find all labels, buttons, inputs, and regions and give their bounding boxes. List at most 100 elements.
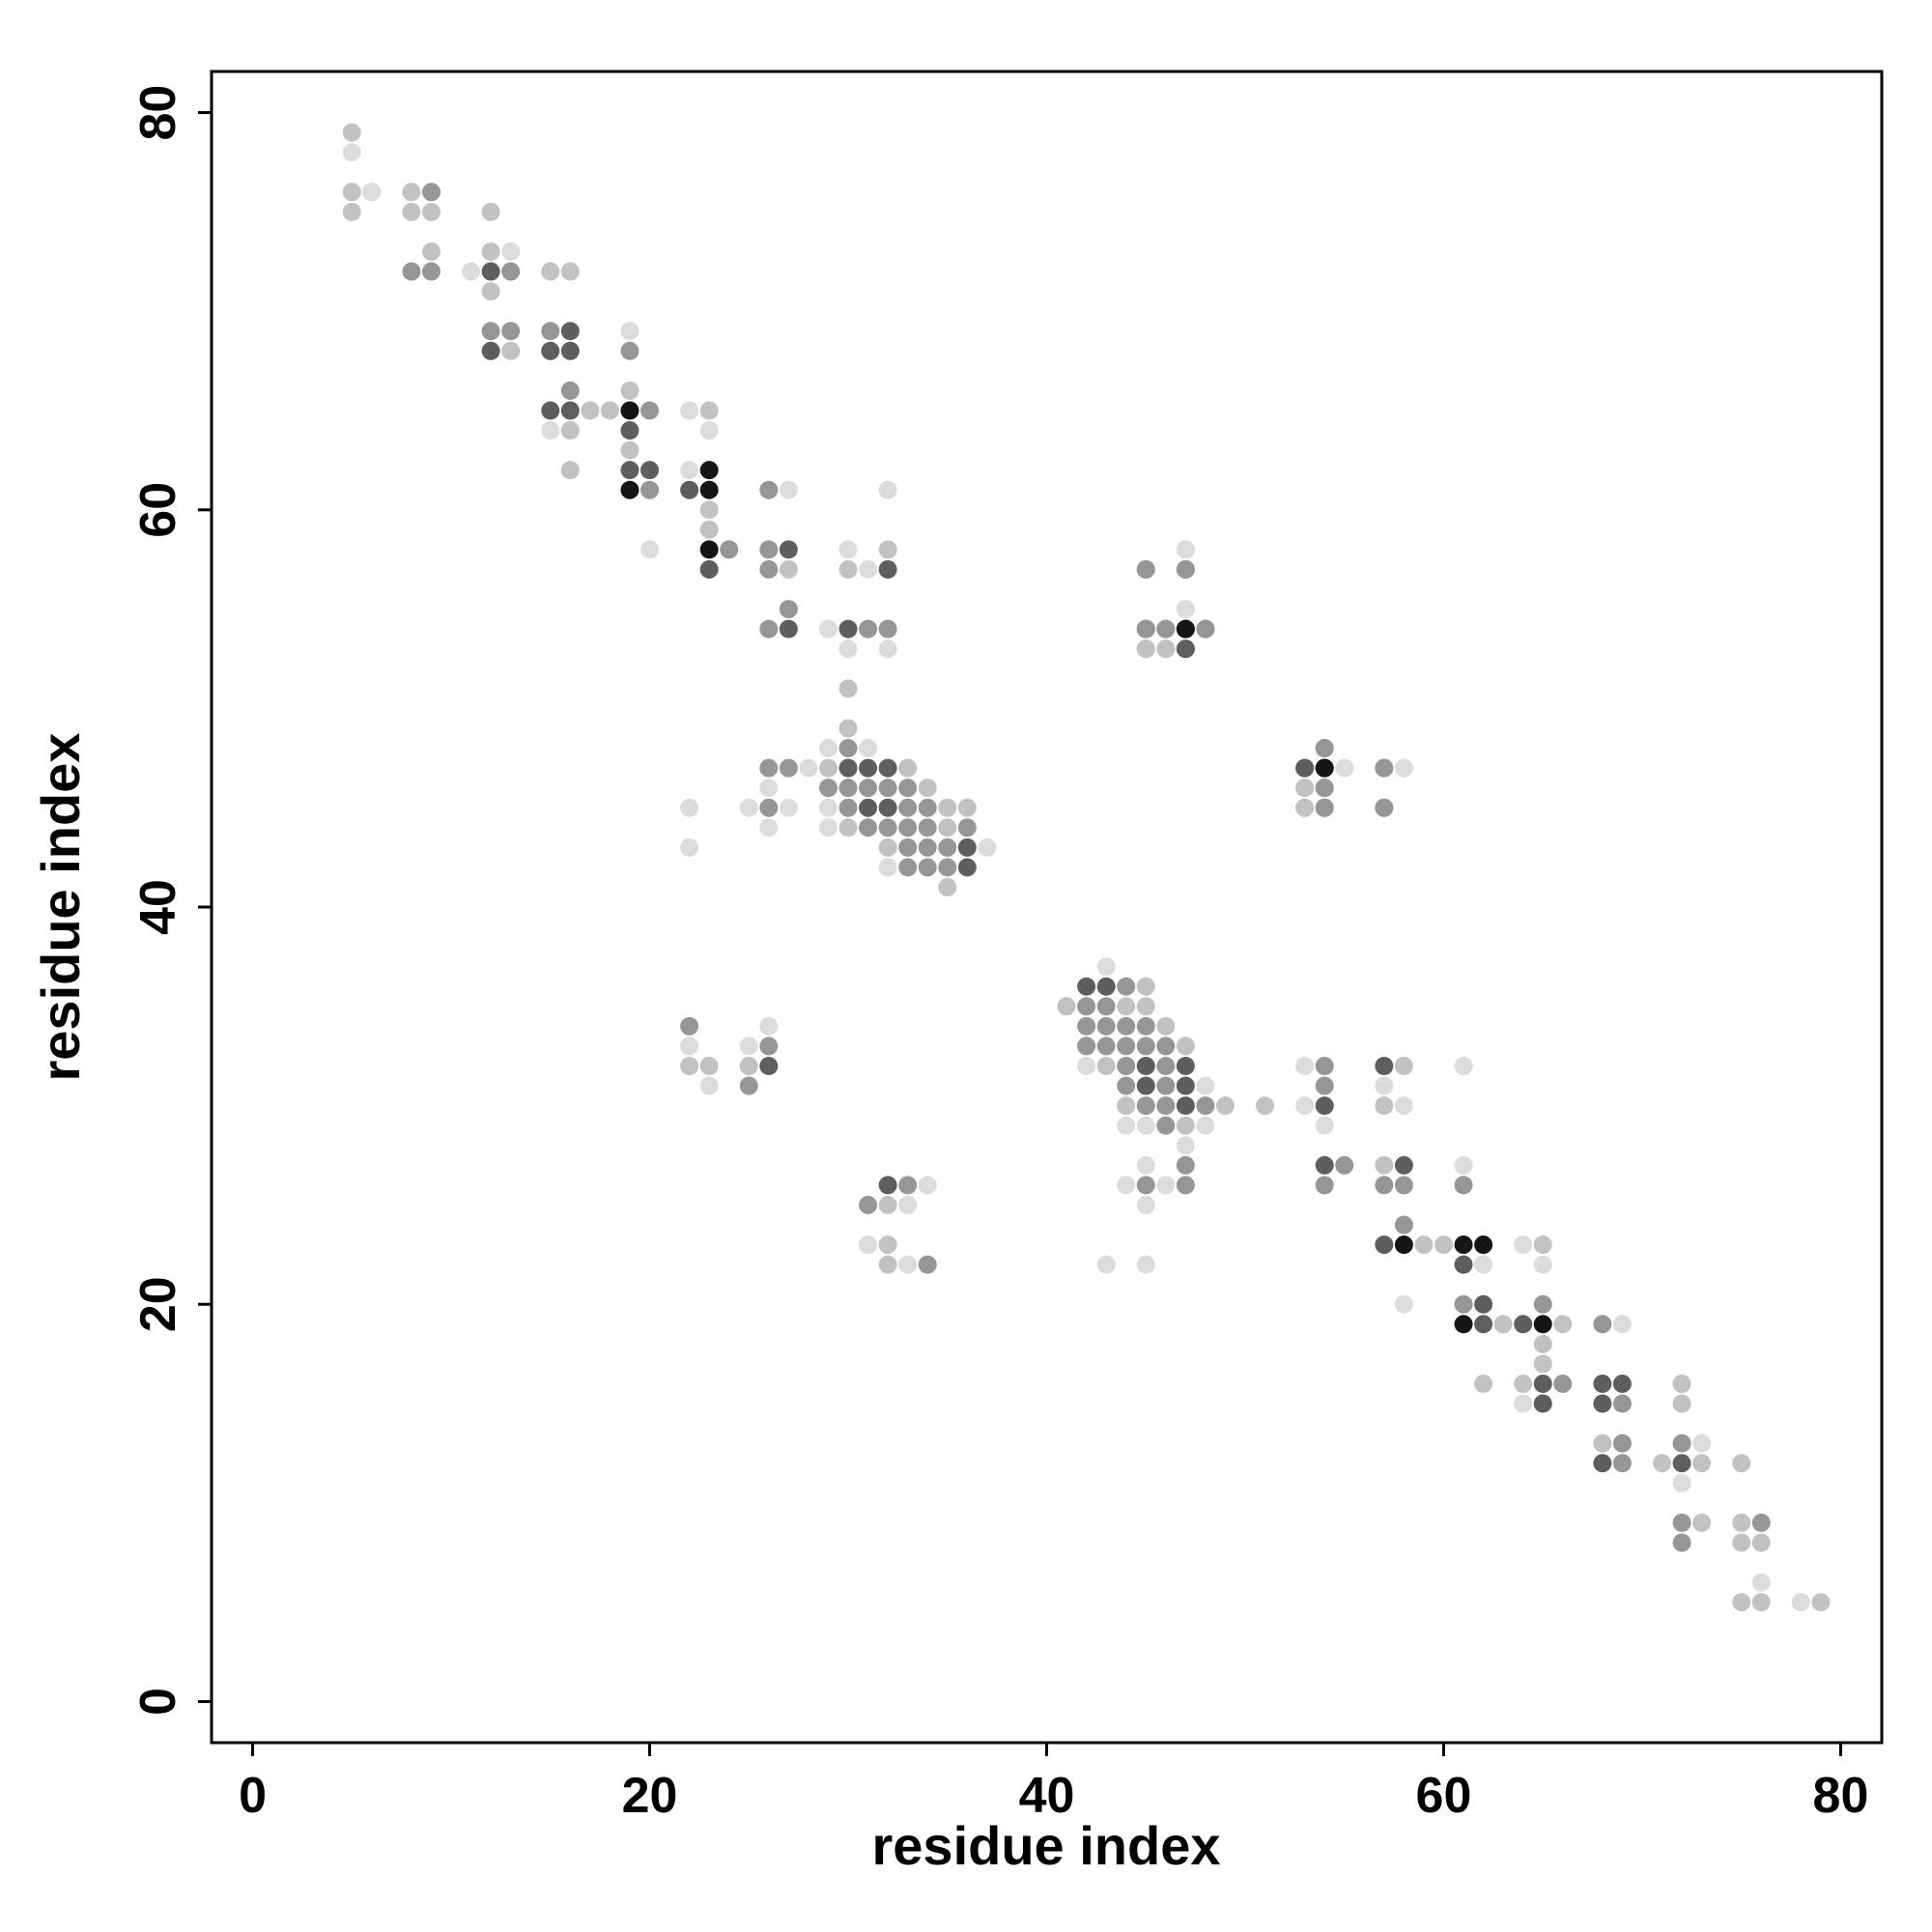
contact-point	[600, 401, 619, 420]
contact-point	[342, 183, 361, 202]
contact-point	[818, 739, 838, 758]
contact-point	[541, 401, 560, 420]
contact-point	[1394, 758, 1413, 778]
contact-point	[838, 758, 858, 778]
contact-point	[938, 838, 957, 857]
contact-point	[342, 143, 361, 162]
contact-point	[779, 480, 798, 499]
contact-point	[1096, 957, 1116, 977]
contact-point	[1196, 1076, 1215, 1095]
contact-point	[620, 401, 639, 420]
contact-point	[759, 540, 779, 559]
contact-point	[1057, 997, 1076, 1016]
contact-point	[878, 619, 897, 639]
contact-point	[898, 798, 918, 817]
contact-point	[859, 1195, 878, 1214]
contact-point	[680, 1056, 699, 1075]
contact-point	[699, 1056, 719, 1075]
contact-point	[1732, 1593, 1751, 1612]
contact-point	[1394, 1155, 1413, 1175]
y-tick-label: 60	[130, 482, 186, 538]
y-tick-label: 80	[130, 85, 186, 141]
contact-point	[859, 739, 878, 758]
contact-point	[1176, 1136, 1195, 1155]
contact-point	[1117, 1116, 1136, 1135]
contact-point	[1176, 559, 1195, 579]
contact-point	[1533, 1334, 1552, 1353]
contact-point	[699, 520, 719, 539]
contact-point	[838, 779, 858, 798]
contact-point	[818, 798, 838, 817]
contact-point	[859, 818, 878, 838]
contact-point	[1732, 1513, 1751, 1532]
contact-point	[1117, 997, 1136, 1016]
contact-point	[759, 559, 779, 579]
contact-point	[1672, 1533, 1691, 1552]
contact-point	[1672, 1374, 1691, 1393]
contact-point	[421, 183, 440, 202]
contact-point	[779, 559, 798, 579]
contact-point	[1414, 1236, 1434, 1255]
contact-point	[720, 540, 739, 559]
contact-point	[1156, 1016, 1176, 1036]
contact-point	[1394, 1176, 1413, 1195]
contact-point	[1315, 758, 1334, 778]
contact-point	[560, 381, 580, 400]
contact-point	[1672, 1434, 1691, 1453]
contact-point	[779, 619, 798, 639]
x-axis-label: residue index	[871, 1815, 1220, 1876]
contact-point	[1474, 1236, 1493, 1255]
contact-point	[1375, 1076, 1394, 1095]
contact-point	[342, 202, 361, 221]
contact-point	[1672, 1513, 1691, 1532]
contact-point	[1612, 1315, 1632, 1334]
contact-point	[620, 440, 639, 460]
contact-point	[1394, 1294, 1413, 1314]
contact-point	[859, 779, 878, 798]
contact-point	[1156, 1176, 1176, 1195]
contact-point	[1096, 1056, 1116, 1075]
contact-point	[1156, 639, 1176, 659]
contact-point	[1136, 997, 1155, 1016]
contact-point	[878, 758, 897, 778]
contact-point	[560, 262, 580, 281]
contact-point	[1136, 1195, 1155, 1214]
contact-point	[1156, 1116, 1176, 1135]
contact-point	[620, 421, 639, 440]
contact-point	[838, 540, 858, 559]
contact-point	[640, 461, 660, 480]
contact-point	[1136, 1076, 1155, 1095]
contact-point	[699, 540, 719, 559]
contact-point	[362, 183, 382, 202]
contact-point	[680, 401, 699, 420]
contact-point	[859, 758, 878, 778]
contact-point	[918, 818, 937, 838]
contact-point	[759, 818, 779, 838]
contact-point	[1096, 1255, 1116, 1274]
contact-point	[739, 1076, 758, 1095]
contact-point	[878, 858, 897, 877]
contact-point	[878, 1195, 897, 1214]
contact-point	[1692, 1434, 1712, 1453]
contact-point	[1077, 977, 1096, 996]
contact-point	[759, 619, 779, 639]
contact-point	[1533, 1236, 1552, 1255]
contact-point	[1375, 1155, 1394, 1175]
contact-point	[1176, 1056, 1195, 1075]
contact-point	[1136, 1056, 1155, 1075]
contact-point	[1593, 1434, 1612, 1453]
contact-point	[680, 1037, 699, 1056]
contact-point	[342, 123, 361, 142]
contact-point	[1136, 1255, 1155, 1274]
contact-point	[878, 540, 897, 559]
contact-point	[1533, 1255, 1552, 1274]
contact-point	[1533, 1354, 1552, 1374]
contact-point	[1474, 1374, 1493, 1393]
contact-point	[878, 480, 897, 499]
contact-point	[1295, 798, 1315, 817]
contact-point	[859, 798, 878, 817]
contact-point	[1454, 1056, 1473, 1075]
contact-point	[759, 1016, 779, 1036]
contact-point	[818, 758, 838, 778]
contact-point	[680, 798, 699, 817]
